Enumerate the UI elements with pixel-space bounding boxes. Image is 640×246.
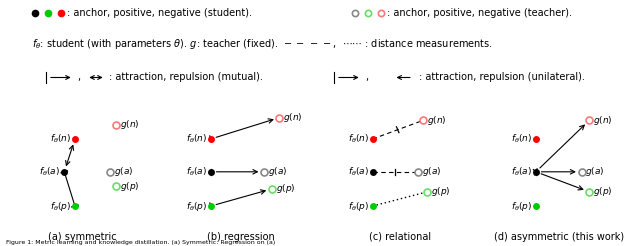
Text: $f_\theta(a)$: $f_\theta(a)$ [348,166,369,178]
Text: $g(a)$: $g(a)$ [422,165,442,178]
Text: ,: , [365,73,368,82]
Text: $f_\theta(a)$: $f_\theta(a)$ [511,166,532,178]
Text: $g(p)$: $g(p)$ [276,183,295,195]
Text: : anchor, positive, negative (student).: : anchor, positive, negative (student). [67,8,252,18]
Text: $g(p)$: $g(p)$ [593,185,612,198]
Text: $g(a)$: $g(a)$ [586,165,605,178]
Text: $f_\theta(n)$: $f_\theta(n)$ [186,133,207,145]
Text: $f_\theta$: student (with parameters $\theta$). $g$: teacher (fixed).  $-\,-\,-\: $f_\theta$: student (with parameters $\t… [32,37,493,51]
Text: (b) regression: (b) regression [207,232,275,242]
Text: $f_\theta(a)$: $f_\theta(a)$ [186,166,207,178]
Text: : anchor, positive, negative (teacher).: : anchor, positive, negative (teacher). [387,8,572,18]
Text: $f_\theta(p)$: $f_\theta(p)$ [186,200,207,213]
Text: $f_\theta(n)$: $f_\theta(n)$ [511,133,532,145]
Text: $f_\theta(p)$: $f_\theta(p)$ [511,200,532,213]
Text: $g(n)$: $g(n)$ [283,111,303,124]
Text: $g(a)$: $g(a)$ [268,165,287,178]
Text: : attraction, repulsion (mutual).: : attraction, repulsion (mutual). [109,73,262,82]
Text: $f_\theta(p)$: $f_\theta(p)$ [50,200,71,213]
Text: (c) relational: (c) relational [369,232,431,242]
Text: : attraction, repulsion (unilateral).: : attraction, repulsion (unilateral). [419,73,585,82]
Text: $g(n)$: $g(n)$ [120,118,140,131]
Text: (d) asymmetric (this work): (d) asymmetric (this work) [493,232,624,242]
Text: $g(p)$: $g(p)$ [431,185,451,198]
Text: $f_\theta(n)$: $f_\theta(n)$ [348,133,369,145]
Text: $g(a)$: $g(a)$ [114,165,133,178]
Text: $f_\theta(a)$: $f_\theta(a)$ [40,166,60,178]
Text: $g(p)$: $g(p)$ [120,180,140,193]
Text: Figure 1: Metric learning and knowledge distillation. (a) Symmetric: Regression : Figure 1: Metric learning and knowledge … [6,240,276,245]
Text: ,: , [77,73,80,82]
Text: $g(n)$: $g(n)$ [593,114,612,127]
Text: $f_\theta(p)$: $f_\theta(p)$ [348,200,369,213]
Text: $f_\theta(n)$: $f_\theta(n)$ [50,133,71,145]
Text: $g(n)$: $g(n)$ [427,114,446,127]
Text: (a) symmetric: (a) symmetric [48,232,117,242]
